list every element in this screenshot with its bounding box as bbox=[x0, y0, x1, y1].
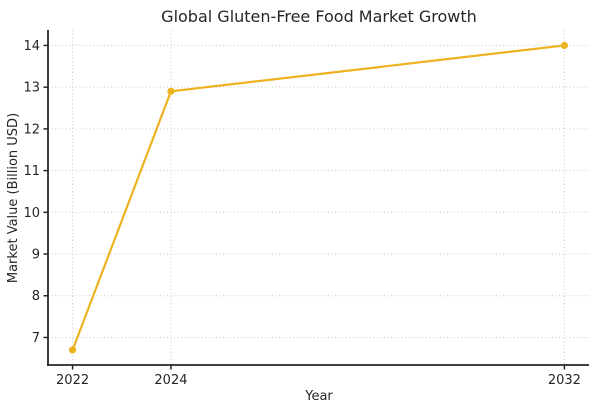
y-tick-label: 12 bbox=[23, 122, 40, 137]
y-tick-label: 9 bbox=[32, 248, 40, 263]
y-tick-label: 8 bbox=[32, 289, 40, 304]
x-axis-label: Year bbox=[304, 389, 333, 404]
y-tick-label: 13 bbox=[23, 81, 40, 96]
axis-layer: 7 8 9 10 11 12 13 14 2022 2024 2032 bbox=[23, 30, 589, 388]
series-line bbox=[71, 44, 566, 352]
x-tick-label: 2022 bbox=[56, 373, 89, 388]
grid-layer bbox=[48, 30, 589, 365]
data-point bbox=[167, 87, 175, 95]
y-tick-label: 7 bbox=[32, 331, 40, 346]
x-tick-label: 2024 bbox=[154, 373, 187, 388]
x-tick-label: 2032 bbox=[548, 373, 581, 388]
data-point bbox=[560, 41, 569, 50]
y-axis-label: Market Value (Billion USD) bbox=[6, 113, 21, 283]
y-tick-label: 11 bbox=[23, 164, 40, 179]
y-tick-label: 10 bbox=[23, 206, 40, 221]
data-point bbox=[68, 346, 77, 354]
series-layer bbox=[68, 41, 569, 354]
y-tick-label: 14 bbox=[23, 39, 40, 54]
chart-title: Global Gluten-Free Food Market Growth bbox=[161, 7, 477, 26]
